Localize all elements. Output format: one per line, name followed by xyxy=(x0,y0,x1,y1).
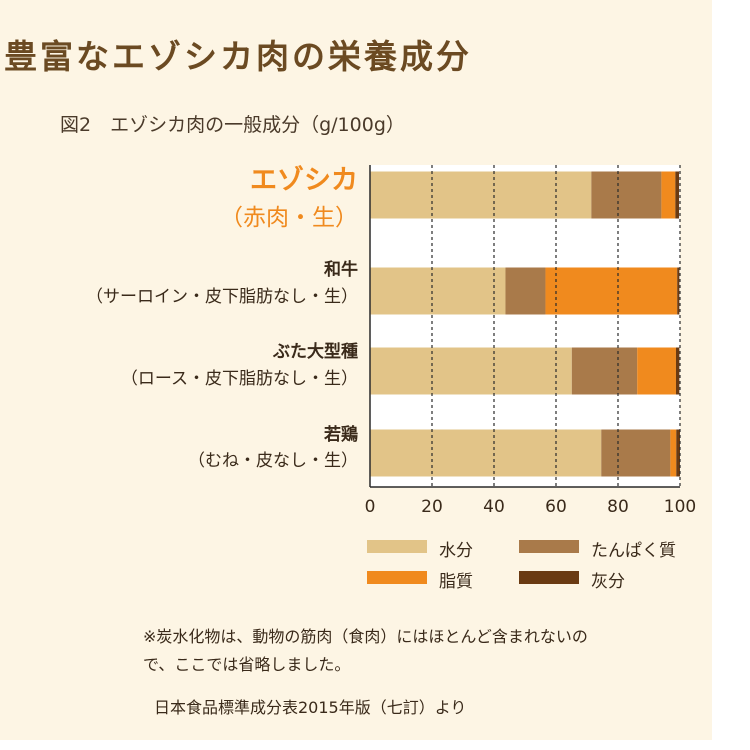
category-label-pork: ぶた大型種 xyxy=(273,342,358,362)
category-desc-pork: （ロース・皮下脂肪なし・生） xyxy=(120,369,358,389)
bar-segment-1-1 xyxy=(505,267,546,315)
legend-label-water: 水分 xyxy=(439,541,473,561)
bar-segment-1-0 xyxy=(370,267,506,315)
footnote-line-1: ※炭水化物は、動物の筋肉（食肉）にはほとんど含まれないの xyxy=(143,627,588,646)
category-label-chicken: 若鶏 xyxy=(324,425,358,445)
legend-swatch-fat xyxy=(367,571,427,584)
footnote-line-2: で、ここでは省略しました。 xyxy=(143,655,351,674)
page-title: 豊富なエゾシカ肉の栄養成分 xyxy=(4,37,472,76)
bar-segment-0-2 xyxy=(661,171,676,219)
bar-segment-2-0 xyxy=(370,347,572,395)
chart-subtitle: 図2 エゾシカ肉の一般成分（g/100g） xyxy=(60,114,405,136)
x-tick-label-20: 20 xyxy=(421,497,443,517)
category-desc-chicken: （むね・皮なし・生） xyxy=(188,451,358,471)
x-tick-label-0: 0 xyxy=(365,497,376,517)
bar-segment-1-2 xyxy=(545,267,678,315)
category-label-ezoshika: エゾシカ xyxy=(250,165,358,196)
bar-segment-3-3 xyxy=(676,429,680,477)
x-tick-label-100: 100 xyxy=(664,497,696,517)
x-tick-label-60: 60 xyxy=(545,497,567,517)
category-desc-ezoshika: （赤肉・生） xyxy=(220,205,358,231)
legend-label-ash: 灰分 xyxy=(591,572,625,592)
bar-segment-2-1 xyxy=(571,347,638,395)
category-desc-wagyu: （サーロイン・皮下脂肪なし・生） xyxy=(86,287,358,307)
bar-segment-0-3 xyxy=(675,171,680,219)
bar-segment-3-0 xyxy=(370,429,602,477)
source-citation: 日本食品標準成分表2015年版（七訂）より xyxy=(154,698,467,717)
bar-segment-0-0 xyxy=(370,171,592,219)
legend-label-fat: 脂質 xyxy=(439,572,473,592)
bar-segment-2-3 xyxy=(675,347,680,395)
bar-segment-1-3 xyxy=(677,267,680,315)
legend-label-protein: たんぱく質 xyxy=(591,541,676,561)
x-tick-label-40: 40 xyxy=(483,497,505,517)
category-label-wagyu: 和牛 xyxy=(324,260,358,280)
bar-segment-3-2 xyxy=(670,429,677,477)
legend-swatch-ash xyxy=(519,571,579,584)
legend-swatch-protein xyxy=(519,540,579,553)
bar-segment-0-1 xyxy=(591,171,662,219)
x-tick-label-80: 80 xyxy=(607,497,629,517)
legend-swatch-water xyxy=(367,540,427,553)
bar-segment-2-2 xyxy=(637,347,676,395)
bar-segment-3-1 xyxy=(601,429,671,477)
